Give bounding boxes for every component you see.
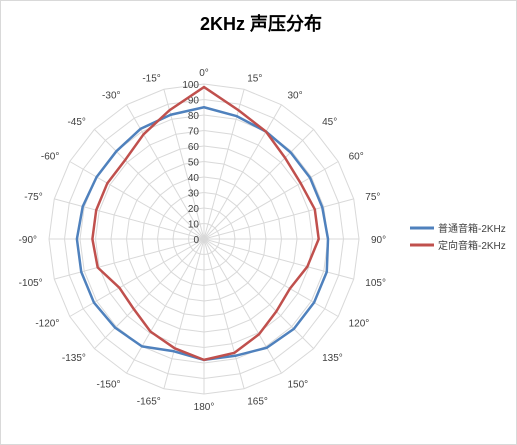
angle-label: 15° <box>247 74 262 85</box>
radial-tick-label: 40 <box>188 173 200 184</box>
grid-spoke <box>69 161 205 240</box>
grid-spoke <box>203 238 282 374</box>
series-lines <box>75 85 330 362</box>
angle-label: 0° <box>199 68 209 79</box>
radial-tick-label: 100 <box>182 80 199 91</box>
grid-spoke <box>69 238 205 317</box>
grid-spoke <box>126 238 205 374</box>
angle-label: -30° <box>102 90 120 101</box>
grid-spoke <box>203 238 245 389</box>
grid-spoke <box>203 129 314 240</box>
legend: 普通音箱-2KHz 定向音箱-2KHz <box>410 222 506 252</box>
grid-spoke <box>94 238 205 349</box>
angle-label: -120° <box>35 319 59 330</box>
angle-label: -15° <box>142 74 160 85</box>
radial-tick-label: 30 <box>188 189 200 200</box>
grid-spoke <box>203 161 339 240</box>
radial-axis-labels: 0 10 20 30 40 50 60 70 80 90 100 <box>182 80 199 246</box>
legend-label-series-2: 定向音箱-2KHz <box>438 239 506 252</box>
angle-label: 150° <box>288 380 309 391</box>
angle-label: -135° <box>62 353 86 364</box>
radial-tick-label: 80 <box>188 111 200 122</box>
angle-label: 120° <box>349 319 370 330</box>
angle-label: -75° <box>24 192 42 203</box>
angle-label: 30° <box>288 90 303 101</box>
angle-label: 105° <box>365 278 386 289</box>
grid-spoke <box>203 238 314 349</box>
grid-spoke <box>203 89 245 240</box>
angle-label: -90° <box>19 235 37 246</box>
grid-spoke <box>163 238 205 389</box>
chart-title: 2KHz 声压分布 <box>200 13 322 34</box>
grid-spoke <box>203 238 339 317</box>
angle-label: -105° <box>19 278 43 289</box>
legend-label-series-1: 普通音箱-2KHz <box>438 222 506 235</box>
radial-tick-label: 70 <box>188 127 200 138</box>
angle-label: -150° <box>96 380 120 391</box>
angle-label: 75° <box>365 192 380 203</box>
angle-label: 180° <box>194 402 215 413</box>
angle-label: 60° <box>349 152 364 163</box>
grid-spoke <box>94 129 205 240</box>
angle-label: -165° <box>137 396 161 407</box>
grid-spoke <box>54 198 205 240</box>
legend-item-series-1: 普通音箱-2KHz <box>410 222 506 235</box>
radial-tick-label: 60 <box>188 142 200 153</box>
polar-grid <box>48 83 360 395</box>
legend-item-series-2: 定向音箱-2KHz <box>410 239 506 252</box>
angle-label: 45° <box>322 117 337 128</box>
radial-tick-label: 0 <box>193 235 199 246</box>
angle-label: -45° <box>67 117 85 128</box>
angle-label: 165° <box>247 396 268 407</box>
angle-label: 135° <box>322 353 343 364</box>
grid-spoke <box>203 198 354 240</box>
radial-tick-label: 10 <box>188 220 200 231</box>
grid-spoke <box>203 238 354 280</box>
radial-tick-label: 90 <box>188 96 200 107</box>
angle-label: 90° <box>371 235 386 246</box>
radial-tick-label: 20 <box>188 204 200 215</box>
radial-tick-label: 50 <box>188 158 200 169</box>
angle-labels: 0° 15° 30° 45° 60° 75° 90° 105° 120° 135° 150° 165°… <box>19 68 387 413</box>
grid-spoke <box>203 104 282 240</box>
angle-label: -60° <box>41 152 59 163</box>
series-line-2 <box>91 85 320 362</box>
grid-spoke <box>126 104 205 240</box>
grid-spoke <box>54 238 205 280</box>
